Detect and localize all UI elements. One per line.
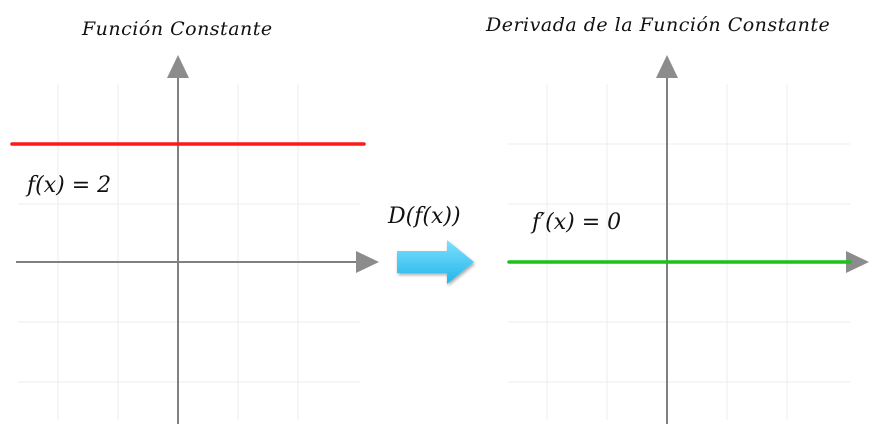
left-x-axis <box>16 251 379 273</box>
right-y-axis-arrowhead <box>656 55 678 78</box>
right-panel-title: Derivada de la Función Constante <box>486 14 831 36</box>
derivative-function-label: f′(x) = 0 <box>532 210 622 235</box>
function-label: f(x) = 2 <box>27 173 112 198</box>
derivative-operator-label: D(f(x)) <box>388 204 461 229</box>
left-grid <box>18 84 360 420</box>
right-grid <box>508 84 850 420</box>
right-y-axis <box>656 55 678 424</box>
right-x-axis-arrowhead <box>846 251 869 273</box>
left-y-axis-arrowhead <box>167 55 189 78</box>
left-x-axis-arrowhead <box>356 251 379 273</box>
derivative-arrow <box>397 240 474 284</box>
left-panel-title: Función Constante <box>82 18 273 40</box>
left-y-axis <box>167 55 189 424</box>
